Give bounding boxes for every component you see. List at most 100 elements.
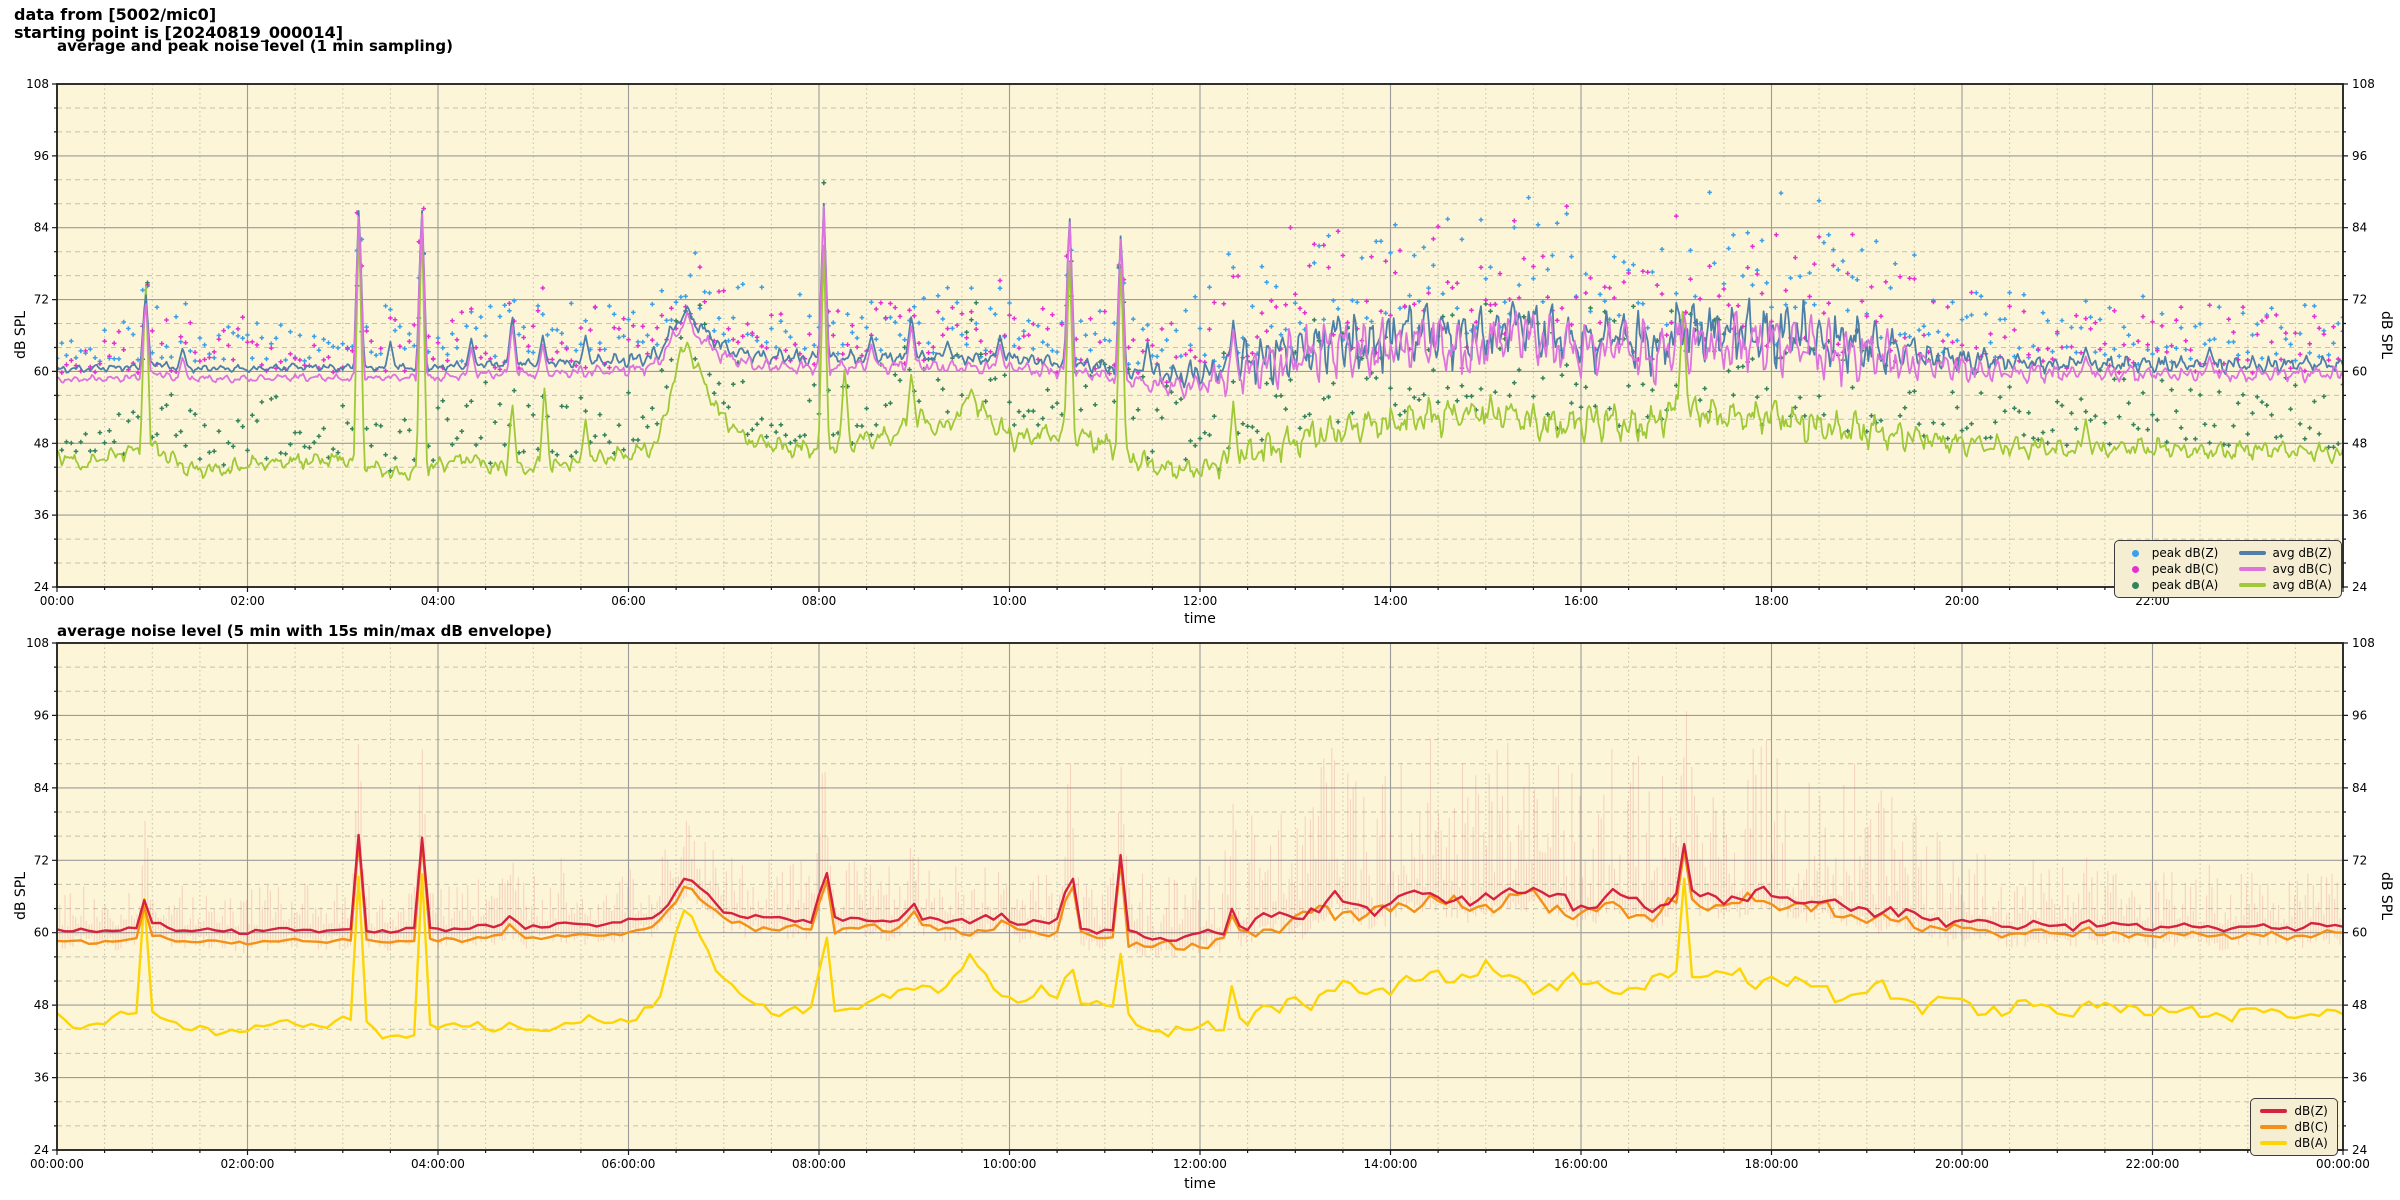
x-tick-label: 00:00:00 — [30, 1157, 84, 1171]
y-tick-label-left: 48 — [34, 998, 49, 1012]
chart1-xlabel: time — [1184, 611, 1216, 627]
legend-label: avg dB(Z) — [2272, 546, 2332, 560]
series-envelope — [57, 711, 2343, 959]
y-tick-label-left: 60 — [34, 364, 49, 378]
legend-label: dB(C) — [2294, 1120, 2328, 1134]
y-tick-label-right: 48 — [2352, 436, 2367, 450]
y-tick-label-left: 84 — [34, 781, 49, 795]
x-tick-label: 02:00:00 — [221, 1157, 275, 1171]
x-tick-label: 08:00 — [802, 594, 837, 608]
y-tick-label-right: 48 — [2352, 998, 2367, 1012]
y-tick-label-left: 84 — [34, 221, 49, 235]
x-tick-label: 08:00:00 — [792, 1157, 846, 1171]
x-tick-label: 10:00:00 — [983, 1157, 1037, 1171]
y-tick-label-left: 36 — [34, 1071, 49, 1085]
series-line-avg-db-a- — [57, 227, 2343, 481]
y-tick-label-right: 96 — [2352, 708, 2367, 722]
y-tick-label-left: 96 — [34, 149, 49, 163]
y-tick-label-left: 72 — [34, 853, 49, 867]
x-tick-label: 04:00:00 — [411, 1157, 465, 1171]
x-tick-label: 18:00 — [1754, 594, 1789, 608]
y-tick-label-left: 108 — [26, 636, 49, 650]
y-tick-label-right: 36 — [2352, 508, 2367, 522]
x-tick-label: 18:00:00 — [1745, 1157, 1799, 1171]
y-tick-label-right: 72 — [2352, 293, 2367, 307]
x-tick-label: 06:00 — [611, 594, 646, 608]
legend-dot-marker — [2131, 565, 2139, 573]
y-tick-label-left: 72 — [34, 293, 49, 307]
legend-item: peak dB(Z) — [2124, 546, 2219, 560]
y-tick-label-left: 108 — [26, 77, 49, 91]
y-tick-label-left: 36 — [34, 508, 49, 522]
legend-item: peak dB(C) — [2124, 562, 2219, 576]
series-line-avg-db-c- — [57, 205, 2343, 399]
legend-line-marker — [2238, 583, 2266, 587]
x-tick-label: 06:00:00 — [602, 1157, 656, 1171]
y-tick-label-right: 108 — [2352, 636, 2375, 650]
chart2-plot-area: 00:00:00 02:00:00 04:00:00 06:00:00 08:00:00… — [26, 636, 2375, 1171]
axis-ticks — [52, 642, 2348, 1155]
x-tick-label: 20:00:00 — [1935, 1157, 1989, 1171]
y-tick-label-right: 24 — [2352, 1143, 2367, 1157]
legend-item: dB(A) — [2260, 1136, 2328, 1150]
x-tick-label: 00:00:00 — [2316, 1157, 2370, 1171]
series-line-db-c- — [57, 839, 2343, 951]
legend-item: dB(Z) — [2260, 1104, 2328, 1118]
x-tick-label: 12:00:00 — [1173, 1157, 1227, 1171]
y-tick-label-left: 48 — [34, 436, 49, 450]
x-tick-label: 20:00 — [1945, 594, 1980, 608]
legend-item: avg dB(C) — [2238, 562, 2332, 576]
x-tick-label: 22:00:00 — [2126, 1157, 2180, 1171]
series-line-db-z- — [57, 833, 2343, 942]
legend-label: peak dB(A) — [2151, 578, 2219, 592]
chart1-plot-area: 00:00 02:00 04:00 06:00 08:00 10:00 12:00 14:00… — [26, 77, 2375, 608]
chart1-title: average and peak noise level (1 min samp… — [57, 37, 453, 55]
legend-line-marker — [2260, 1109, 2288, 1113]
legend-item: avg dB(Z) — [2238, 546, 2332, 560]
x-tick-label: 04:00 — [421, 594, 456, 608]
y-tick-label-left: 24 — [34, 1143, 49, 1157]
legend-item: peak dB(A) — [2124, 578, 2219, 592]
y-tick-label-right: 84 — [2352, 221, 2367, 235]
legend-item: avg dB(A) — [2238, 578, 2332, 592]
x-tick-label: 10:00 — [992, 594, 1027, 608]
x-tick-label: 16:00:00 — [1554, 1157, 1608, 1171]
legend-item: dB(C) — [2260, 1120, 2328, 1134]
x-tick-label: 02:00 — [230, 594, 265, 608]
y-tick-label-left: 24 — [34, 580, 49, 594]
legend-line-marker — [2260, 1125, 2288, 1129]
legend-label: dB(Z) — [2294, 1104, 2328, 1118]
x-tick-label: 14:00 — [1373, 594, 1408, 608]
chart1-legend: peak dB(Z) peak dB(C) peak dB(A) avg dB(Z) a… — [2113, 540, 2342, 598]
legend-dot-marker — [2131, 581, 2139, 589]
y-tick-label-left: 60 — [34, 926, 49, 940]
y-tick-label-right: 24 — [2352, 580, 2367, 594]
legend-label: dB(A) — [2294, 1136, 2328, 1150]
x-tick-label: 14:00:00 — [1364, 1157, 1418, 1171]
y-tick-label-right: 60 — [2352, 926, 2367, 940]
y-tick-label-right: 84 — [2352, 781, 2367, 795]
y-tick-label-left: 96 — [34, 708, 49, 722]
series-line-db-a- — [57, 873, 2343, 1040]
chart2-legend: dB(Z) dB(C) dB(A) — [2250, 1098, 2338, 1156]
minor-grid-vertical — [104, 643, 2296, 1150]
legend-label: peak dB(C) — [2151, 562, 2219, 576]
legend-label: avg dB(A) — [2272, 578, 2332, 592]
legend-label: avg dB(C) — [2272, 562, 2332, 576]
y-tick-label-right: 36 — [2352, 1071, 2367, 1085]
x-tick-label: 00:00 — [40, 594, 75, 608]
y-tick-label-right: 96 — [2352, 149, 2367, 163]
x-tick-label: 16:00 — [1564, 594, 1599, 608]
y-tick-label-right: 72 — [2352, 853, 2367, 867]
header-line2: starting point is [20240819_000014] — [14, 23, 344, 42]
legend-line-marker — [2238, 567, 2266, 571]
x-tick-label: 12:00 — [1183, 594, 1218, 608]
legend-line-marker — [2260, 1141, 2288, 1145]
axis-ticks — [52, 83, 2348, 592]
y-tick-label-right: 60 — [2352, 364, 2367, 378]
header-line1: data from [5002/mic0] — [14, 5, 217, 24]
chart2-title: average noise level (5 min with 15s min/… — [57, 622, 553, 640]
legend-dot-marker — [2131, 549, 2139, 557]
